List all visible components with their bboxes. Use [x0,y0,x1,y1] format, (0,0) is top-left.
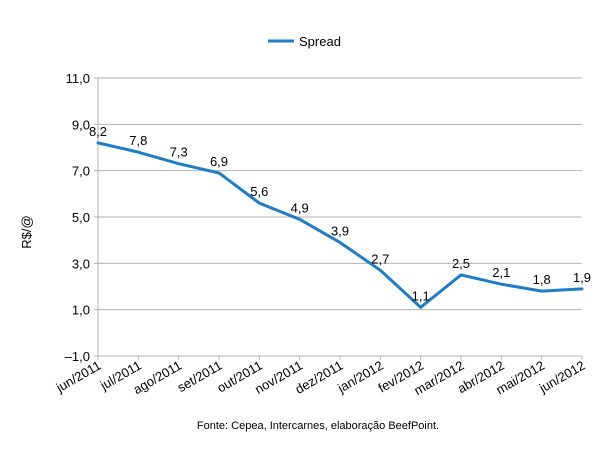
series-line [96,141,584,309]
x-tick-label: set/2011 [175,358,225,395]
data-labels: 8,2 7,8 7,3 6,9 5,6 4,9 3,9 2,7 1,1 2,5 2,1 1,8 1,9 [89,124,591,303]
x-tick-labels: jun/2011jul/2011ago/2011set/2011out/2011… [53,358,588,398]
data-label: 2,7 [371,251,389,266]
legend-label: Spread [299,34,341,49]
data-label: 7,3 [170,145,188,160]
y-tick-label: 5,0 [72,210,90,225]
y-tick-label: 11,0 [66,71,90,86]
legend: Spread [268,34,341,49]
data-label: 3,9 [331,223,349,238]
y-axis-label: R$/@ [19,215,34,248]
data-label: 2,1 [492,265,510,280]
x-tick-label: jun/2012 [536,358,588,396]
x-tick-label: jan/2012 [334,358,386,396]
data-label: 2,5 [452,256,470,271]
grid-lines [98,77,582,311]
data-label: 5,6 [250,184,268,199]
y-tick-labels: –1,0 1,0 3,0 5,0 7,0 9,0 11,0 [65,71,90,364]
y-tick-label: 3,0 [72,256,90,271]
data-label: 8,2 [89,124,107,139]
axes [94,77,583,360]
y-tick-label: 9,0 [72,117,90,132]
y-tick-label: –1,0 [65,349,90,364]
data-label: 1,1 [412,288,430,303]
series-group [96,141,584,309]
y-tick-label: 7,0 [72,164,90,179]
y-tick-label: 1,0 [72,303,90,318]
data-label: 4,9 [291,200,309,215]
source-note: Fonte: Cepea, Intercarnes, elaboração Be… [197,420,439,432]
data-label: 1,8 [533,272,551,287]
data-label: 6,9 [210,154,228,169]
data-label: 7,8 [129,133,147,148]
data-label: 1,9 [573,270,591,285]
